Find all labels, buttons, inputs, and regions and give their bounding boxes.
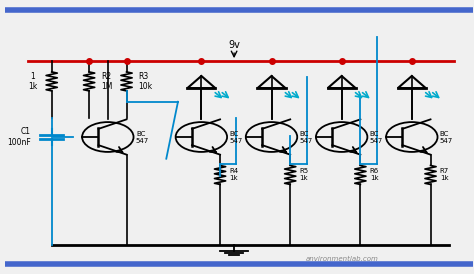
Text: BC
547: BC 547: [136, 130, 149, 144]
Text: BC
547: BC 547: [370, 130, 383, 144]
Text: R2
1M: R2 1M: [101, 72, 112, 91]
Text: BC
547: BC 547: [300, 130, 313, 144]
Text: anvironmentlab.com: anvironmentlab.com: [305, 256, 378, 262]
Text: BC
547: BC 547: [229, 130, 243, 144]
Text: 9v: 9v: [228, 40, 240, 50]
Text: 1
1k: 1 1k: [28, 72, 37, 91]
Text: R3
10k: R3 10k: [138, 72, 152, 91]
Text: R4
1k: R4 1k: [229, 169, 238, 181]
Text: R7
1k: R7 1k: [440, 169, 449, 181]
Text: BC
547: BC 547: [440, 130, 453, 144]
Text: R5
1k: R5 1k: [300, 169, 309, 181]
Text: C1
100nF: C1 100nF: [7, 127, 31, 147]
Text: R6
1k: R6 1k: [370, 169, 379, 181]
